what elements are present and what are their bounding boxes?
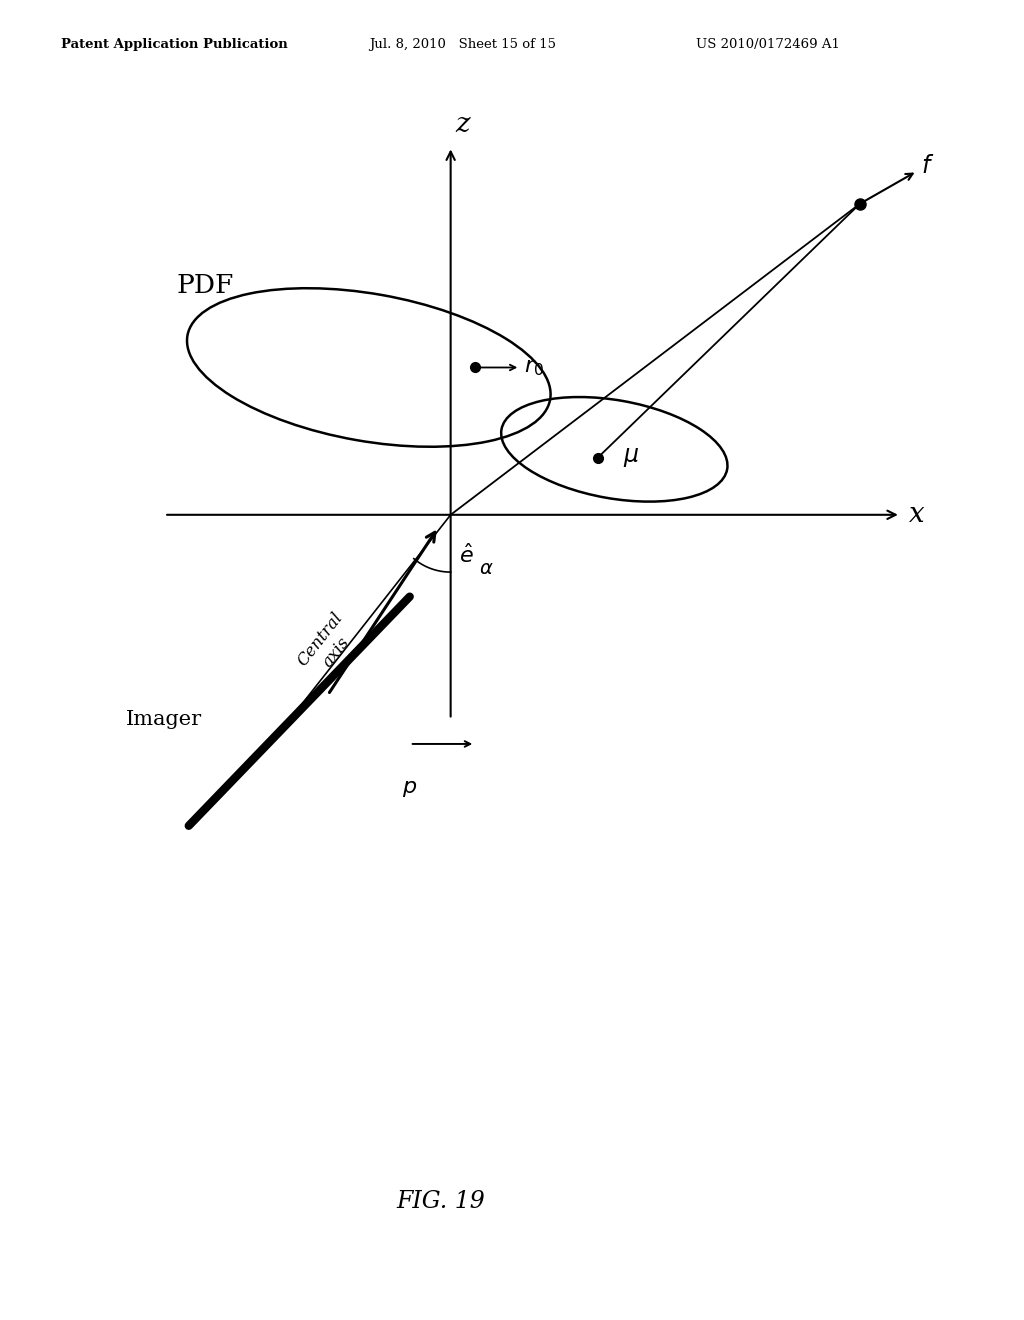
Text: US 2010/0172469 A1: US 2010/0172469 A1 [696, 37, 841, 50]
Text: PDF: PDF [176, 273, 233, 298]
Text: $\mu$: $\mu$ [623, 446, 639, 469]
Text: $p$: $p$ [402, 776, 418, 799]
Text: Patent Application Publication: Patent Application Publication [61, 37, 288, 50]
Text: Central
axis: Central axis [294, 610, 361, 682]
Text: Imager: Imager [126, 710, 203, 729]
Text: $\hat{e}$: $\hat{e}$ [459, 544, 473, 568]
Text: Jul. 8, 2010   Sheet 15 of 15: Jul. 8, 2010 Sheet 15 of 15 [369, 37, 556, 50]
Text: $r_0$: $r_0$ [524, 356, 544, 379]
Text: $f$: $f$ [922, 156, 935, 178]
Text: x: x [909, 502, 925, 528]
Text: $\alpha$: $\alpha$ [479, 560, 494, 578]
Text: FIG. 19: FIG. 19 [396, 1189, 484, 1213]
Text: z: z [456, 111, 470, 139]
